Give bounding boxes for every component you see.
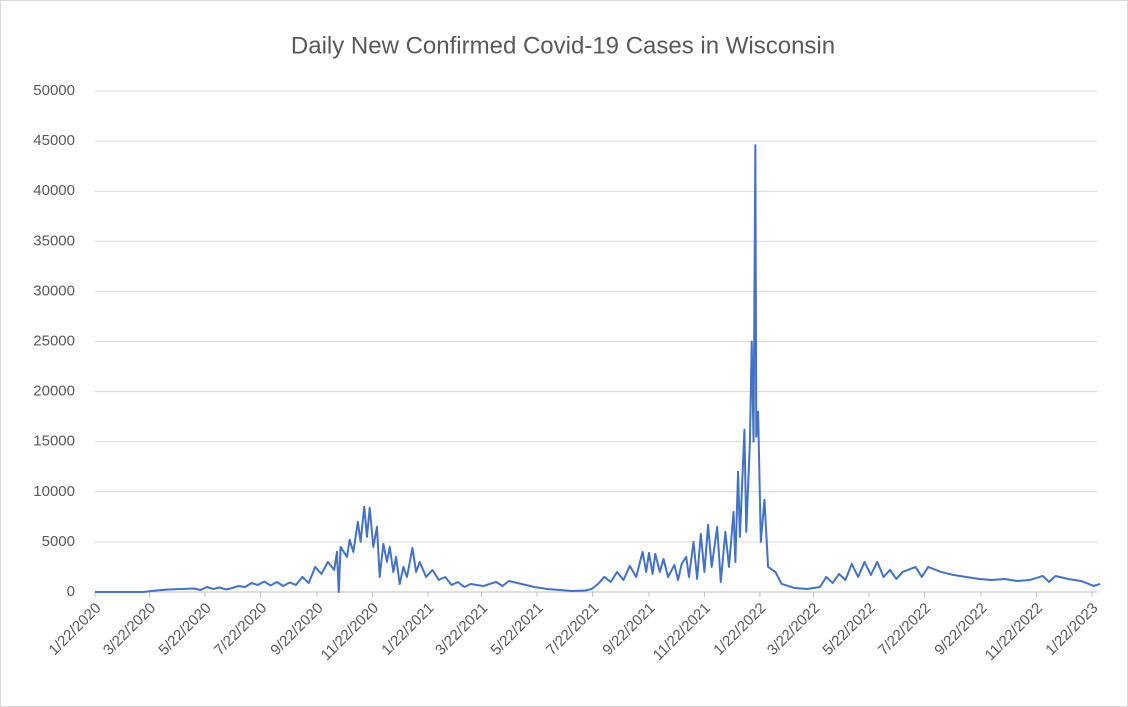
y-tick-label: 5000 <box>42 533 75 550</box>
y-tick-label: 25000 <box>33 332 75 349</box>
y-tick-label: 0 <box>67 583 75 600</box>
y-tick-label: 45000 <box>33 132 75 149</box>
chart-title: Daily New Confirmed Covid-19 Cases in Wi… <box>291 32 835 59</box>
y-tick-label: 20000 <box>33 383 75 400</box>
y-tick-label: 40000 <box>33 182 75 199</box>
y-tick-label: 15000 <box>33 433 75 450</box>
series-line <box>95 144 1101 593</box>
y-tick-label: 10000 <box>33 483 75 500</box>
y-tick-label: 30000 <box>33 282 75 299</box>
y-tick-label: 35000 <box>33 232 75 249</box>
y-tick-label: 50000 <box>33 82 75 99</box>
